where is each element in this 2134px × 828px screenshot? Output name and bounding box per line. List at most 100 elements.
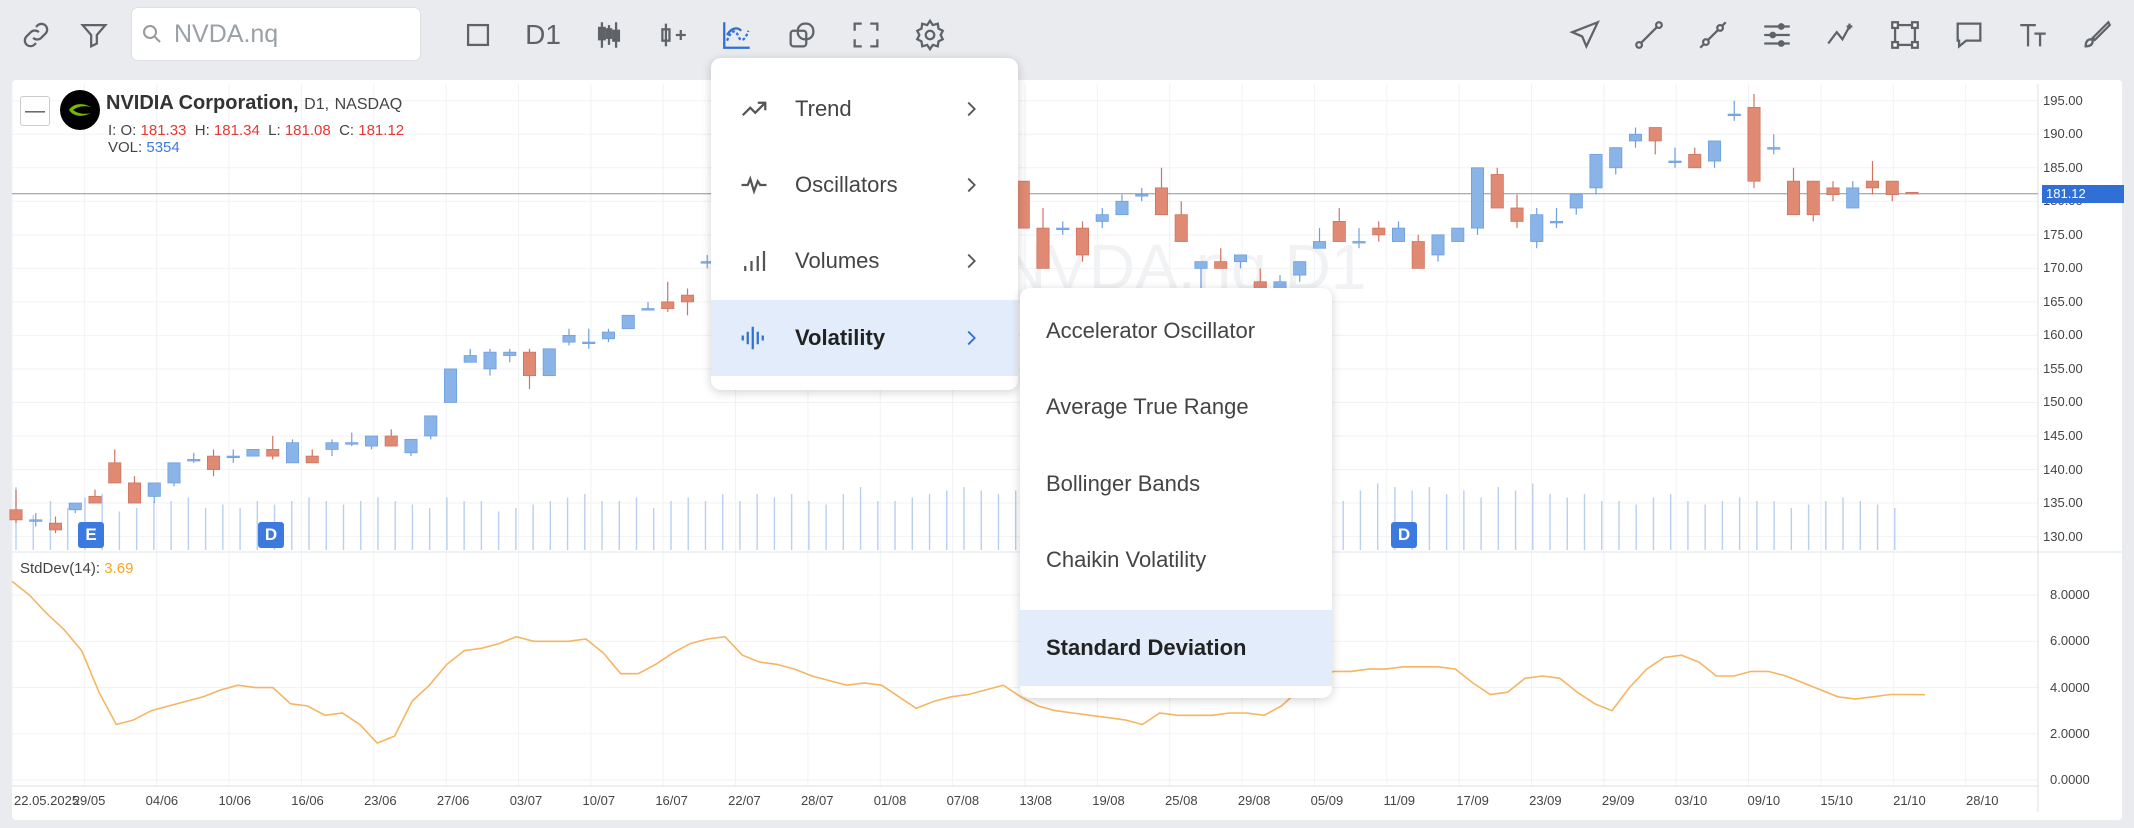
- date-axis-label: 03/07: [509, 793, 543, 808]
- shape-icon[interactable]: [1882, 12, 1928, 58]
- candle-body: [582, 341, 596, 345]
- candle-body: [1470, 167, 1485, 229]
- dividend-event-badge[interactable]: D: [1391, 522, 1417, 548]
- candle-body: [1688, 153, 1702, 169]
- candle-body: [443, 368, 458, 403]
- menu-item-oscillators[interactable]: Oscillators: [711, 147, 1018, 223]
- layers-icon[interactable]: [779, 12, 825, 58]
- candle-body: [285, 442, 300, 464]
- date-axis-label: 29/08: [1237, 793, 1271, 808]
- menu-item-trend[interactable]: Trend: [711, 71, 1018, 147]
- arrow-tool-icon[interactable]: [1562, 12, 1608, 58]
- text-icon[interactable]: [2010, 12, 2056, 58]
- candle-body: [325, 442, 339, 450]
- ray-tool-icon[interactable]: [1690, 12, 1736, 58]
- line-tool-icon[interactable]: [1626, 12, 1672, 58]
- ohlc-readout: I: O: 181.33 H: 181.34 L: 181.08 C: 181.…: [108, 122, 404, 139]
- dividend-event-badge[interactable]: D: [258, 522, 284, 548]
- trend-angle-icon[interactable]: [1818, 12, 1864, 58]
- earnings-event-badge[interactable]: E: [78, 522, 104, 548]
- candle-body: [1154, 187, 1169, 216]
- date-axis-label: 15/10: [1820, 793, 1853, 808]
- candle-body: [206, 455, 221, 470]
- submenu-item-label: Standard Deviation: [1046, 635, 1247, 660]
- candle-body: [246, 449, 260, 457]
- menu-item-label: Volumes: [795, 248, 880, 273]
- volume-label: VOL:: [108, 139, 143, 156]
- submenu-item-standard-deviation[interactable]: Standard Deviation: [1020, 610, 1332, 686]
- open-value: 181.33: [140, 122, 187, 139]
- price-axis-label: 145.00: [2043, 428, 2083, 443]
- candle-body: [147, 482, 161, 497]
- price-axis-label: 160.00: [2043, 327, 2083, 343]
- indicators-menu: Trend Oscillators Volumes Volatility: [711, 58, 1018, 390]
- candle-body: [503, 351, 517, 356]
- search-input[interactable]: [172, 18, 406, 50]
- levels-icon[interactable]: [1754, 12, 1800, 58]
- submenu-item-chaikin-volatility[interactable]: Chaikin Volatility: [1020, 522, 1332, 598]
- candle-body: [108, 462, 122, 484]
- submenu-item-accelerator-oscillator[interactable]: Accelerator Oscillator: [1020, 293, 1332, 369]
- candle-body: [1806, 180, 1820, 216]
- candle-body: [1016, 180, 1030, 229]
- add-indicator-icon[interactable]: [650, 12, 696, 58]
- submenu-item-label: Bollinger Bands: [1046, 471, 1201, 496]
- candle-body: [1056, 227, 1070, 231]
- timeframe-button[interactable]: D1: [520, 12, 566, 58]
- menu-item-label: Trend: [795, 96, 852, 121]
- fullscreen-icon[interactable]: [843, 12, 889, 58]
- candle-body: [167, 462, 181, 484]
- volume-readout: VOL: 5354: [108, 139, 180, 156]
- link-icon[interactable]: [13, 12, 59, 58]
- date-axis-label: 29/05: [72, 793, 106, 808]
- date-axis-label: 28/10: [1966, 793, 1999, 808]
- date-axis-label: 22/07: [728, 793, 761, 808]
- filter-icon[interactable]: [71, 12, 117, 58]
- price-axis-label: 155.00: [2043, 360, 2083, 376]
- candle-body: [305, 455, 319, 464]
- submenu-item-bollinger-bands[interactable]: Bollinger Bands: [1020, 446, 1332, 522]
- candle-body: [1075, 227, 1090, 256]
- symbol-search[interactable]: [132, 8, 420, 60]
- submenu-item-average-true-range[interactable]: Average True Range: [1020, 369, 1332, 445]
- candle-body: [1905, 191, 1919, 195]
- candle-body: [641, 308, 655, 311]
- stddev-value: 3.69: [104, 560, 134, 577]
- candle-body: [9, 509, 23, 521]
- menu-item-label: Oscillators: [795, 172, 898, 197]
- candle-body: [1846, 187, 1860, 209]
- candlestick-icon[interactable]: [586, 12, 632, 58]
- candle-body: [1115, 200, 1129, 216]
- candle-body: [1214, 261, 1228, 269]
- candle-body: [1036, 227, 1050, 269]
- candle-body: [345, 442, 359, 445]
- callout-icon[interactable]: [1946, 12, 1992, 58]
- date-axis-label: 10/06: [218, 793, 251, 808]
- candle-body: [1391, 227, 1406, 242]
- candle-body: [1510, 207, 1524, 222]
- rectangle-icon[interactable]: [455, 12, 501, 58]
- candle-body: [1885, 180, 1899, 195]
- menu-item-volumes[interactable]: Volumes: [711, 223, 1018, 299]
- stddev-axis-label: 4.0000: [2050, 679, 2090, 695]
- price-axis-label: 190.00: [2043, 126, 2083, 142]
- close-value: 181.12: [358, 122, 405, 139]
- candle-body: [1786, 180, 1801, 216]
- trend-icon: [737, 92, 771, 126]
- date-axis-label: 28/07: [800, 793, 834, 808]
- brush-icon[interactable]: [2074, 12, 2120, 58]
- candle-body: [1707, 140, 1722, 162]
- date-axis-label: 05/09: [1310, 793, 1344, 808]
- date-axis-label: 10/07: [582, 793, 616, 808]
- indicators-icon[interactable]: [714, 12, 760, 58]
- stddev-axis-label: 8.0000: [2050, 587, 2090, 603]
- candle-body: [483, 351, 497, 370]
- chevron-right-icon: [958, 172, 984, 198]
- volumes-icon: [737, 244, 771, 278]
- date-axis-label: 25/08: [1165, 793, 1198, 808]
- candle-body: [621, 314, 635, 330]
- collapse-legend-button[interactable]: —: [20, 96, 50, 126]
- gear-icon[interactable]: [907, 12, 953, 58]
- candle-body: [68, 502, 82, 511]
- menu-item-volatility[interactable]: Volatility: [711, 300, 1018, 376]
